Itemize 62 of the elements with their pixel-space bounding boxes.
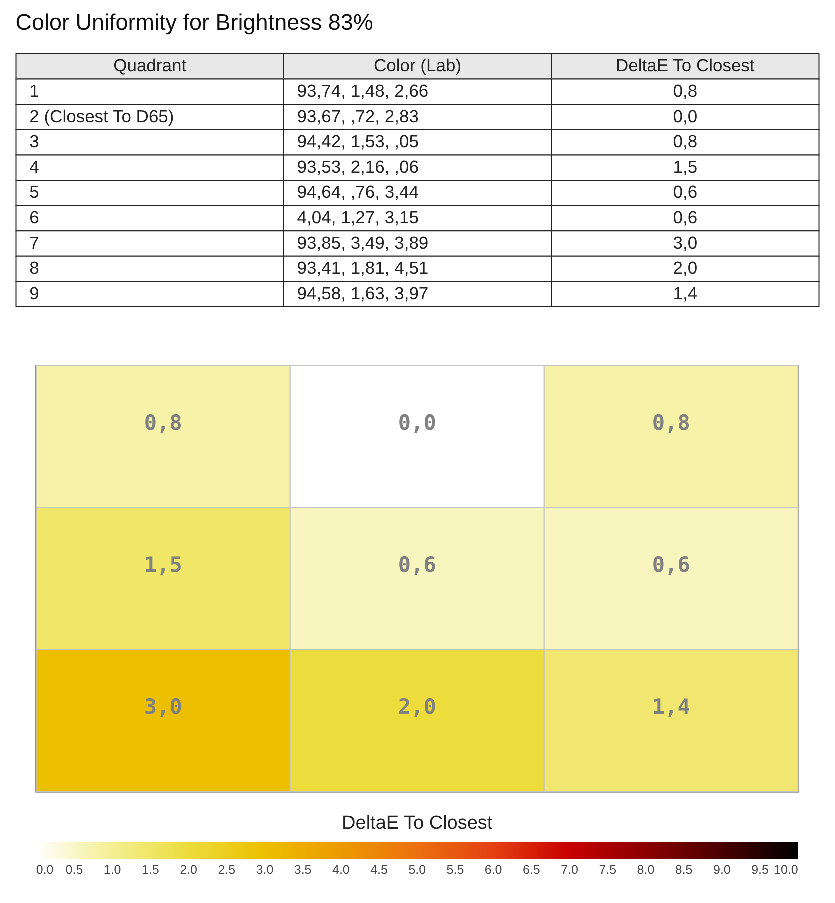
color-bar-label: 2.0 [180, 863, 198, 877]
text: 93,53, 2,16, ,06 [297, 156, 419, 177]
color-bar-label: 2.5 [218, 863, 236, 877]
data-label: 2,0 [398, 695, 436, 719]
color-bar-label: 6.5 [522, 863, 540, 877]
text: 93,74, 1,48, 2,66 [297, 80, 429, 101]
text: 1 [30, 80, 40, 101]
color-bar-label: 9.5 [752, 863, 770, 877]
color-bar-label: 1.5 [142, 863, 160, 877]
text: Color Uniformity for Brightness 83% [16, 10, 374, 35]
text: 94,58, 1,63, 3,97 [297, 283, 429, 304]
color-bar-label: 0.5 [66, 863, 84, 877]
text: 2 (Closest To D65) [30, 106, 174, 126]
data-label: 0,8 [652, 411, 690, 435]
data-label: 1,5 [144, 553, 182, 577]
data-label: 3,0 [144, 695, 182, 719]
text: 7 [30, 232, 40, 253]
data-label: 0,8 [144, 411, 182, 435]
text: 94,64, ,76, 3,44 [297, 182, 420, 202]
text: 94,42, 1,53, ,05 [297, 132, 419, 152]
text: 93,85, 3,49, 3,89 [297, 232, 429, 253]
category-label: Quadrant [114, 56, 187, 76]
color-bar-label: 9.0 [713, 863, 731, 877]
color-bar-label: 1.0 [104, 863, 122, 877]
text: 5 [30, 182, 40, 202]
text: 4,04, 1,27, 3,15 [297, 207, 419, 228]
data-label: 0,0 [398, 411, 436, 435]
text: 0,0 [673, 106, 698, 126]
text: 6 [30, 207, 40, 228]
text: 8 [30, 258, 40, 278]
color-bar-label: 4.5 [370, 863, 388, 877]
text: 3,0 [673, 232, 698, 253]
color-bar-label: 5.0 [408, 863, 426, 877]
color-bar-label: 6.0 [484, 863, 502, 877]
text: 0,8 [673, 80, 698, 101]
category-label: Color (Lab) [374, 56, 462, 76]
color-bar-label: 7.0 [561, 863, 579, 877]
color-bar-label: 3.0 [256, 863, 274, 877]
color-bar-label: 7.5 [599, 863, 617, 877]
text: 1,5 [673, 156, 698, 177]
category-label: DeltaE To Closest [616, 56, 755, 76]
data-label: 1,4 [652, 695, 690, 719]
text: 1,4 [673, 283, 698, 304]
color-bar-label: 8.5 [675, 863, 693, 877]
text: 0,6 [673, 207, 698, 228]
color-bar-label: 10.0 [774, 863, 798, 877]
text: 93,41, 1,81, 4,51 [297, 258, 429, 278]
color-bar-label: 8.0 [637, 863, 655, 877]
text: 0,6 [673, 182, 698, 202]
color-bar-label: 0.0 [36, 863, 54, 877]
data-label: 0,6 [398, 553, 436, 577]
text: 9 [30, 283, 40, 304]
text: 0,8 [673, 132, 698, 152]
text: 4 [30, 156, 40, 177]
color-bar-title: DeltaE To Closest [342, 813, 494, 834]
text: 2,0 [673, 258, 698, 278]
data-label: 0,6 [652, 553, 690, 577]
text: 93,67, ,72, 2,83 [297, 106, 419, 126]
color-bar-label: 3.5 [294, 863, 312, 877]
text: 3 [30, 132, 40, 152]
color-bar-label: 5.5 [446, 863, 464, 877]
color-bar-label: 4.0 [332, 863, 350, 877]
